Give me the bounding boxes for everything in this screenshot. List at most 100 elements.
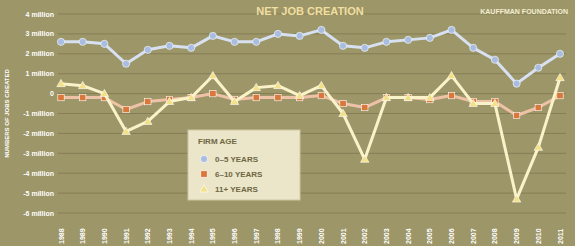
y-tick-label: -5 million [23, 190, 54, 197]
y-tick-label: -2 million [23, 130, 54, 137]
data-point [361, 44, 368, 51]
x-tick-label: 1995 [209, 228, 216, 244]
data-point [187, 93, 195, 100]
data-point [426, 34, 433, 41]
legend-label: 0–5 YEARS [215, 155, 259, 164]
data-point [491, 56, 498, 63]
data-point [556, 50, 563, 57]
data-point [79, 38, 86, 45]
x-tick-label: 1996 [231, 228, 238, 244]
grid-line [58, 113, 566, 114]
grid-line [58, 173, 566, 174]
data-point [318, 26, 325, 33]
y-tick-label: -1 million [23, 110, 54, 117]
data-point [274, 30, 281, 37]
x-tick-label: 1989 [79, 228, 86, 244]
data-point [296, 32, 303, 39]
data-point [470, 44, 477, 51]
legend-marker [200, 155, 207, 162]
x-tick-label: 1994 [188, 228, 195, 244]
data-point [469, 99, 477, 106]
grid-line [58, 73, 566, 74]
data-point [253, 38, 260, 45]
data-point [57, 38, 64, 45]
y-tick-label: 3 million [26, 30, 54, 37]
data-point [383, 38, 390, 45]
data-point [122, 60, 129, 67]
data-point [209, 71, 217, 78]
data-point [209, 32, 216, 39]
y-tick-label: 4 million [26, 11, 54, 18]
legend-box [188, 130, 300, 200]
x-tick-label: 1999 [296, 228, 303, 244]
data-point [165, 97, 173, 104]
data-point [361, 155, 369, 162]
data-point [253, 94, 259, 100]
y-tick-label: 1 million [26, 70, 54, 77]
data-point [405, 36, 412, 43]
data-point [144, 117, 152, 124]
x-tick-label: 2010 [535, 228, 542, 244]
data-point [144, 46, 151, 53]
x-tick-label: 2000 [318, 228, 325, 244]
data-point [535, 104, 541, 110]
data-point [317, 81, 325, 88]
plot-area [57, 26, 564, 202]
grid-line [58, 93, 566, 94]
data-point [101, 40, 108, 47]
data-point [166, 42, 173, 49]
y-tick-label: -6 million [23, 210, 54, 217]
x-tick-label: 2011 [557, 229, 564, 244]
data-point [513, 80, 520, 87]
x-tick-label: 2006 [448, 228, 455, 244]
data-point [318, 92, 324, 98]
data-point [58, 94, 64, 100]
x-tick-label: 1992 [144, 228, 151, 244]
x-tick-label: 2007 [470, 228, 477, 244]
legend-title: FIRM AGE [198, 137, 237, 146]
x-tick-label: 2008 [491, 228, 498, 244]
x-tick-label: 1993 [166, 228, 173, 244]
data-point [231, 38, 238, 45]
data-point [535, 64, 542, 71]
x-tick-label: 1988 [58, 228, 65, 244]
data-point [275, 94, 281, 100]
data-point [491, 99, 499, 106]
x-tick-label: 2009 [513, 228, 520, 244]
x-tick-label: 2001 [340, 228, 347, 244]
grid-line [58, 193, 566, 194]
data-point [230, 97, 238, 104]
x-tick-label: 2005 [426, 228, 433, 244]
series-line [61, 30, 560, 84]
data-point [145, 98, 151, 104]
data-point [404, 93, 412, 100]
data-point [448, 92, 454, 98]
data-point [362, 104, 368, 110]
data-point [557, 92, 563, 98]
data-point [123, 106, 129, 112]
data-point [382, 93, 390, 100]
x-tick-label: 1997 [253, 228, 260, 244]
legend-marker [200, 185, 208, 192]
annotation: KAUFFMAN FOUNDATION [480, 8, 568, 15]
x-tick-label: 2002 [361, 228, 368, 244]
y-tick-label: -3 million [23, 150, 54, 157]
legend: FIRM AGE0–5 YEARS6–10 YEARS11+ YEARS [188, 130, 300, 200]
data-point [78, 81, 86, 88]
data-point [79, 94, 85, 100]
data-point [295, 91, 303, 98]
data-point [512, 195, 520, 202]
data-point [122, 127, 130, 134]
data-point [448, 26, 455, 33]
x-tick-label: 1990 [101, 228, 108, 244]
grid-line [58, 53, 566, 54]
x-tick-label: 2004 [405, 228, 412, 244]
legend-label: 11+ YEARS [215, 185, 258, 194]
title: NET JOB CREATION [256, 5, 363, 17]
legend-marker [201, 171, 207, 177]
background [0, 0, 575, 246]
data-point [210, 90, 216, 96]
y-tick-label: 2 million [26, 50, 54, 57]
data-point [556, 73, 564, 80]
x-tick-label: 1998 [274, 228, 281, 244]
